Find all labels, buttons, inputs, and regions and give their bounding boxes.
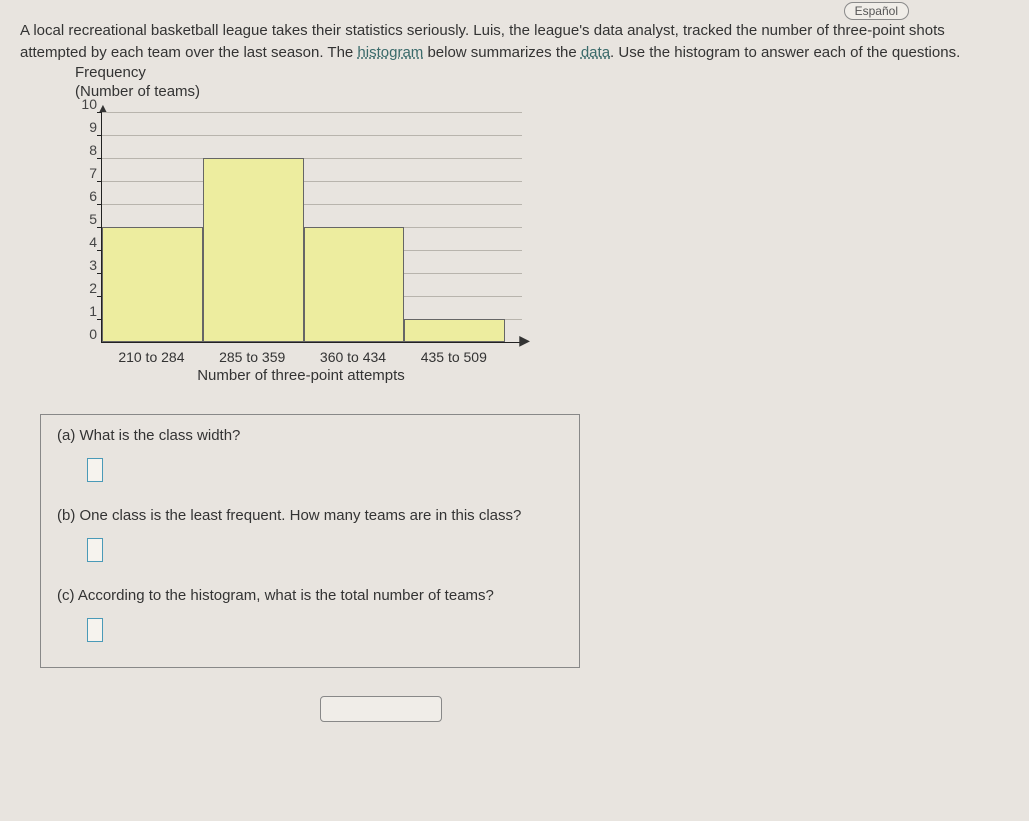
- answer-input-c[interactable]: [87, 618, 103, 642]
- x-tick-label: 435 to 509: [403, 349, 504, 365]
- question-c: (c) According to the histogram, what is …: [57, 587, 563, 604]
- x-tick-label: 360 to 434: [303, 349, 404, 365]
- x-axis-arrow-icon: ▶: [519, 332, 530, 349]
- histogram-bar: [102, 227, 203, 342]
- x-tick-label: 285 to 359: [202, 349, 303, 365]
- histogram-bar: [203, 158, 304, 342]
- question-b: (b) One class is the least frequent. How…: [57, 507, 563, 524]
- question-a: (a) What is the class width?: [57, 427, 563, 444]
- questions-box: (a) What is the class width? (b) One cla…: [40, 414, 580, 668]
- histogram-link[interactable]: histogram: [357, 44, 423, 61]
- problem-statement: A local recreational basketball league t…: [20, 20, 1009, 64]
- answer-input-a[interactable]: [87, 458, 103, 482]
- histogram-bar: [404, 319, 505, 342]
- answer-input-b[interactable]: [87, 538, 103, 562]
- plot-area: ▶: [101, 112, 522, 343]
- problem-text-2: below summarizes the: [423, 44, 581, 61]
- y-axis-title-1: Frequency: [75, 64, 1009, 81]
- x-tick-label: 210 to 284: [101, 349, 202, 365]
- histogram-chart: Frequency (Number of teams) 109876543210…: [75, 64, 1009, 384]
- x-axis-title: Number of three-point attempts: [101, 367, 501, 384]
- problem-text-3: . Use the histogram to answer each of th…: [610, 44, 960, 61]
- y-axis-title-2: (Number of teams): [75, 83, 1009, 100]
- data-link[interactable]: data: [581, 44, 610, 61]
- language-button[interactable]: Español: [844, 2, 909, 20]
- bottom-button[interactable]: [320, 696, 442, 722]
- x-axis-ticks: 210 to 284285 to 359360 to 434435 to 509: [101, 349, 521, 365]
- histogram-bar: [304, 227, 405, 342]
